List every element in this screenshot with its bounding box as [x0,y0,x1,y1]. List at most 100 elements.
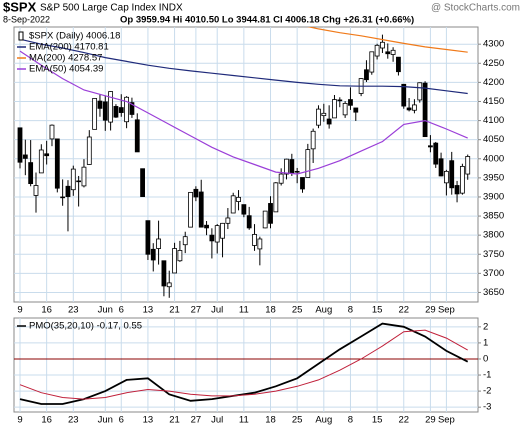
candle-body [44,153,50,157]
x-tick-label: 23 [68,305,79,316]
y-tick-label: -3 [483,402,491,413]
x-tick-label: 29 [425,305,436,316]
candle-body [70,168,76,191]
candle-body [268,203,273,224]
x-tick-label: 21 [169,415,180,426]
y-tick-label: 4250 [483,58,504,69]
y-tick-label: 3850 [483,211,504,222]
candle-body [289,159,295,174]
candle-body [113,106,119,118]
candle-body [262,210,268,229]
candle-body [390,49,396,55]
candle-body [316,108,321,126]
y-tick-label: 3800 [483,230,504,241]
candle-body [145,220,151,255]
candle-body [108,91,114,123]
x-tick-label: Jul [211,415,223,426]
candle-body [161,260,167,287]
x-tick-label: Sep [438,305,455,316]
x-tick-label: 18 [265,305,276,316]
candle-body [156,238,161,249]
candle-body [193,188,199,198]
y-tick-label: 3950 [483,172,504,183]
x-tick-label: 11 [239,305,249,316]
y-tick-label: 4050 [483,134,504,145]
indicator-line [19,38,468,95]
indicator-line [306,27,468,53]
symbol: $SPX [3,0,37,14]
candle-body [337,99,343,102]
candle-body [86,136,92,165]
y-tick-label: 4200 [483,77,504,88]
x-tick-label: 27 [191,305,202,316]
candle-body [257,238,263,250]
candle-body [49,124,55,140]
candle-body [124,96,129,123]
y-tick-label: 1 [483,337,488,348]
x-tick-label: 13 [143,305,154,316]
candle-body [385,51,391,55]
candle-body [198,191,204,228]
y-tick-label: 2 [483,321,488,332]
candle-body [214,225,220,243]
candle-body [465,156,471,175]
index-name: S&P 500 Large Cap Index INDX [40,3,183,14]
candle-body [428,145,433,148]
legend-entry: PMO(35,20,10) -0.17, 0.55 [29,321,142,332]
candle-body [374,44,380,57]
y-tick-label: 0 [483,353,488,364]
candle-body [172,248,177,274]
candle-body [278,173,284,184]
candle-body [300,177,305,190]
candle-body [454,185,460,195]
x-tick-label: 8 [348,415,353,426]
x-tick-label: 22 [398,415,409,426]
candle-body [326,118,332,125]
x-tick-label: 25 [292,415,303,426]
candle-body [284,158,289,175]
legend-entry: EMA(50) 4054.39 [29,64,103,75]
candle-body [438,158,444,177]
x-tick-label: 25 [292,305,303,316]
candle-body [65,185,71,197]
candle-body [273,182,279,213]
y-tick-label: 4100 [483,115,504,126]
date: 8-Sep-2022 [3,14,50,24]
candle-body [353,107,359,113]
candle-body [252,233,257,246]
x-tick-label: 8 [348,305,353,316]
x-tick-label: Jun [98,415,113,426]
candle-body [102,101,108,121]
candle-body [220,222,225,239]
x-tick-label: 29 [425,415,436,426]
legend-icon [18,31,24,41]
candle-body [406,107,412,111]
x-tick-label: 27 [191,415,202,426]
x-tick-label: 9 [17,305,22,316]
candle-body [422,82,428,138]
x-tick-label: Sep [438,415,455,426]
pmo-line [19,329,468,400]
candle-body [28,162,34,184]
candle-body [177,250,183,262]
candle-body [443,170,449,184]
candle-body [310,130,316,150]
candle-body [332,99,337,119]
candle-body [209,234,215,242]
source: @ StockCharts.com [431,3,520,14]
x-tick-label: 16 [41,305,52,316]
y-tick-label: -2 [483,386,491,397]
y-tick-label: 4000 [483,153,504,164]
candle-body [118,107,124,113]
pmo-panel [13,317,479,413]
candle-body [449,160,455,189]
x-tick-label: 15 [372,415,383,426]
x-tick-label: 21 [169,305,180,316]
candle-body [33,185,39,196]
y-tick-label: -1 [483,370,491,381]
candle-body [38,149,44,174]
candle-body [294,170,300,173]
candle-body [76,180,82,183]
candle-body [92,98,98,130]
